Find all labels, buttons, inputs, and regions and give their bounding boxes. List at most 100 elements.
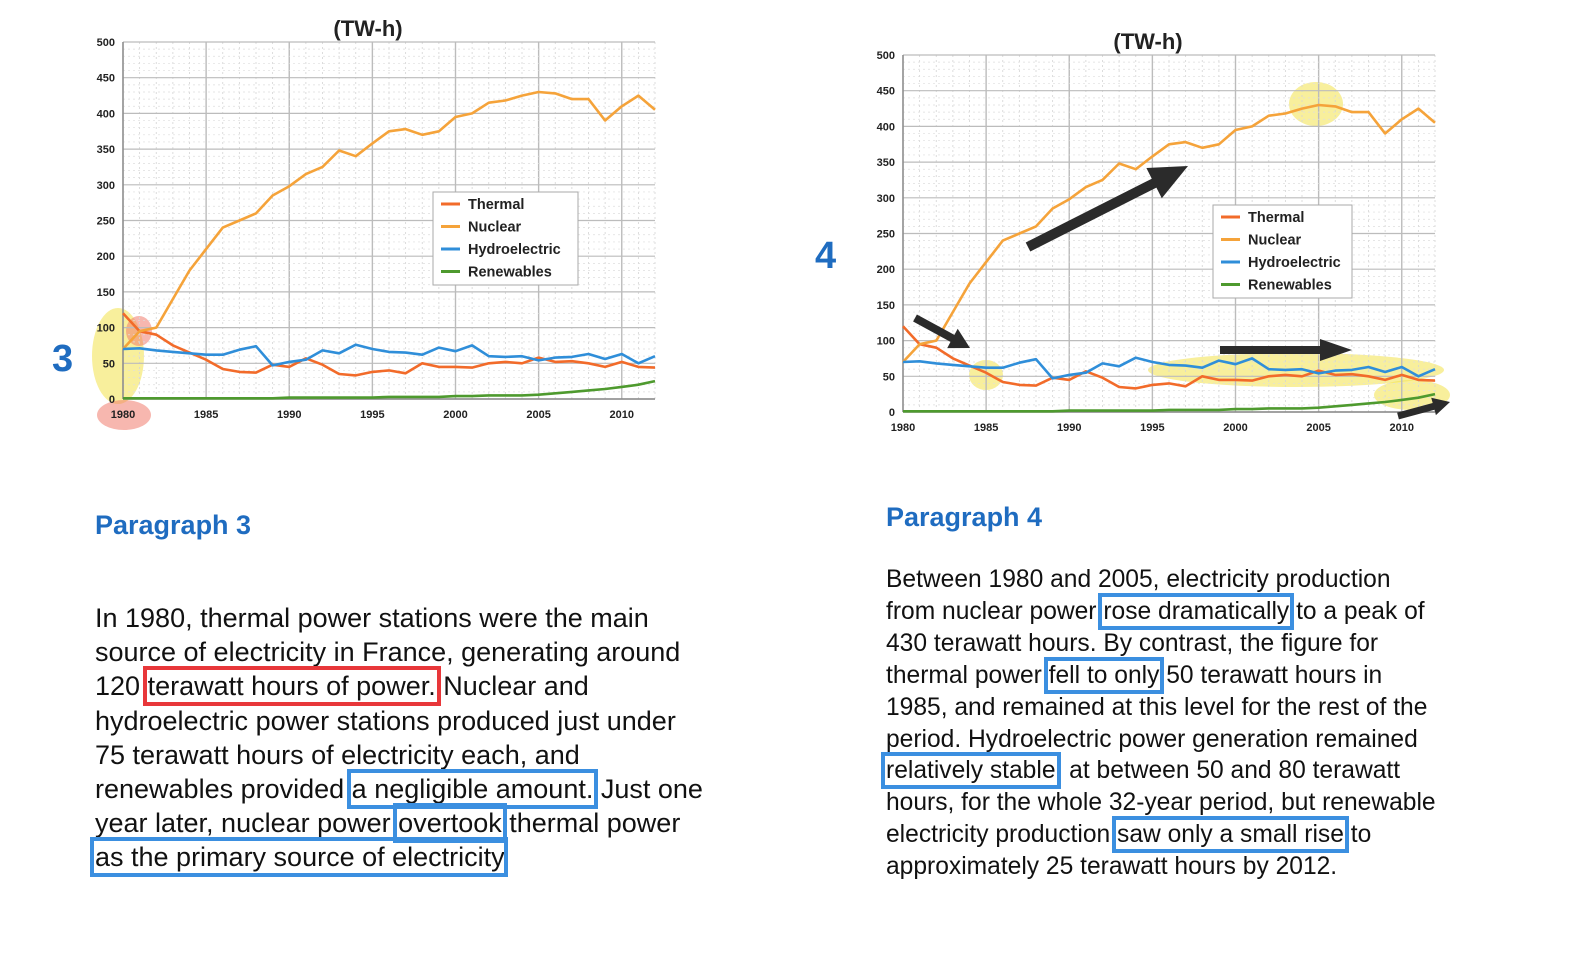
text-segment: hydroelectric power stations produced ju… xyxy=(95,705,676,736)
chart3-legend-label-nuclear: Nuclear xyxy=(468,220,522,236)
chart-4-number: 4 xyxy=(815,235,837,277)
chart4-legend-label-nuclear: Nuclear xyxy=(1248,233,1302,249)
chart3-y-tick-label: 150 xyxy=(97,287,115,299)
chart4-y-tick-label: 100 xyxy=(877,336,895,348)
chart4-y-tick-label: 150 xyxy=(877,300,895,312)
paragraph-line: relatively stable, at between 50 and 80 … xyxy=(881,752,1436,790)
paragraph-3-title: Paragraph 3 xyxy=(95,510,252,540)
chart4-series-renewables xyxy=(903,392,1436,413)
chart-3: (TW-h) 0 50 100 150 200 250 300 350 400 450 500 1980… xyxy=(92,16,656,430)
chart4-y-tick-label: 450 xyxy=(877,86,895,98)
chart4-x-tick-label: 2000 xyxy=(1223,422,1247,434)
chart4-y-tick-label: 50 xyxy=(883,371,895,383)
text-segment: Between 1980 and 2005, electricity produ… xyxy=(886,566,1391,593)
text-segment: Nuclear and xyxy=(435,671,589,702)
chart3-y-tick-label: 400 xyxy=(97,108,115,120)
chart3-y-tick-label: 500 xyxy=(97,37,115,49)
chart4-y-tick-label: 200 xyxy=(877,264,895,276)
chart4-x-tick-label: 2005 xyxy=(1306,422,1330,434)
paragraph-line: 75 terawatt hours of electricity each, a… xyxy=(95,738,703,772)
paragraph-line: In 1980, thermal power stations were the… xyxy=(95,601,703,635)
chart4-x-tick-label: 1985 xyxy=(974,422,998,434)
paragraph-line: electricity production saw only a small … xyxy=(886,816,1436,854)
text-segment: . xyxy=(502,842,511,873)
text-segment: thermal power xyxy=(501,808,681,839)
paragraph-line: renewables provided a negligible amount.… xyxy=(95,769,703,810)
chart4-title: (TW-h) xyxy=(1113,29,1182,54)
text-segment: approximately 25 terawatt hours by 2012. xyxy=(886,853,1338,881)
chart3-legend-label-thermal: Thermal xyxy=(468,197,524,213)
chart4-arrow-icon xyxy=(913,314,970,349)
chart4-y-tick-label: 0 xyxy=(889,407,895,419)
paragraph-line: period. Hydroelectric power generation r… xyxy=(886,724,1436,756)
chart4-series-thermal xyxy=(902,325,1436,390)
chart4-legend-label-renewables: Renewables xyxy=(1248,278,1332,294)
chart3-y-tick-label: 50 xyxy=(103,358,115,370)
highlighted-phrase-blue: as the primary source of electricity xyxy=(90,837,508,878)
text-segment: source of electricity in France, generat… xyxy=(95,637,681,668)
text-segment: 75 terawatt hours of electricity each, a… xyxy=(95,739,580,770)
chart4-y-tick-label: 500 xyxy=(877,50,895,62)
paragraph-line: as the primary source of electricity. xyxy=(90,837,703,878)
chart4-legend-label-hydroelectric: Hydroelectric xyxy=(1248,255,1341,271)
chart3-title: (TW-h) xyxy=(333,16,402,41)
text-segment: to a peak of xyxy=(1289,597,1425,625)
highlighted-phrase-blue: a negligible amount. xyxy=(346,769,599,810)
chart3-series-hydroelectric xyxy=(122,343,656,367)
text-segment: 1985, and remained at this level for the… xyxy=(886,693,1428,721)
chart4-highlight-blob xyxy=(1374,380,1450,410)
chart3-x-tick-label: 1995 xyxy=(360,409,384,421)
paragraph-line: 120 terawatt hours of power. Nuclear and xyxy=(95,666,703,707)
chart4-y-tick-label: 400 xyxy=(877,121,895,133)
chart3-x-tick-label: 2010 xyxy=(610,409,634,421)
highlighted-phrase-blue: relatively stable xyxy=(881,752,1061,790)
text-segment: 430 terawatt hours. By contrast, the fig… xyxy=(886,629,1379,657)
chart4-y-tick-label: 300 xyxy=(877,193,895,205)
chart3-series-renewables xyxy=(123,379,656,400)
chart3-y-tick-label: 100 xyxy=(97,323,115,335)
paragraph-line: 430 terawatt hours. By contrast, the fig… xyxy=(886,628,1436,660)
text-segment: 120 xyxy=(95,671,148,702)
paragraph-3-text: In 1980, thermal power stations were the… xyxy=(90,601,703,878)
chart4-series-hydroelectric xyxy=(902,356,1436,380)
chart3-y-tick-label: 0 xyxy=(109,394,115,406)
chart4-y-tick-label: 350 xyxy=(877,157,895,169)
text-segment: renewables provided xyxy=(95,774,352,805)
chart4-y-tick-label: 250 xyxy=(877,229,895,241)
highlighted-phrase-red: terawatt hours of power. xyxy=(142,666,441,707)
paragraph-line: from nuclear power rose dramatically to … xyxy=(886,592,1436,630)
chart3-x-tick-label: 1980 xyxy=(111,409,135,421)
chart3-legend xyxy=(432,191,579,286)
text-segment: thermal power xyxy=(886,661,1049,689)
chart4-x-tick-label: 1995 xyxy=(1140,422,1164,434)
text-segment: from nuclear power xyxy=(886,597,1104,625)
chart4-legend xyxy=(1212,204,1353,299)
text-segment: electricity production xyxy=(886,821,1118,849)
chart4-highlight-blob xyxy=(1289,82,1343,126)
highlighted-phrase-blue: fell to only xyxy=(1043,656,1165,694)
chart4-x-tick-label: 1990 xyxy=(1057,422,1081,434)
paragraph-line: thermal power fell to only 50 terawatt h… xyxy=(886,656,1436,694)
chart4-arrow-icon xyxy=(1220,339,1352,361)
chart4-x-tick-label: 2010 xyxy=(1390,422,1414,434)
text-segment: hours, for the whole 32-year period, but… xyxy=(886,789,1436,817)
chart-3-number: 3 xyxy=(52,338,74,380)
paragraph-line: Between 1980 and 2005, electricity produ… xyxy=(886,564,1436,596)
chart3-y-tick-label: 250 xyxy=(97,216,115,228)
highlighted-phrase-blue: rose dramatically xyxy=(1098,592,1295,630)
chart3-legend-label-hydroelectric: Hydroelectric xyxy=(468,242,561,258)
paragraph-4-text: Between 1980 and 2005, electricity produ… xyxy=(881,564,1436,883)
chart4-series-nuclear xyxy=(902,103,1436,363)
highlighted-phrase-blue: saw only a small rise xyxy=(1112,816,1349,854)
chart3-series-nuclear xyxy=(122,90,656,350)
text-segment: , at between 50 and 80 terawatt xyxy=(1055,757,1401,785)
chart3-x-tick-label: 2005 xyxy=(526,409,550,421)
chart4-arrow-icon xyxy=(1025,166,1188,252)
chart3-x-tick-label: 1990 xyxy=(277,409,301,421)
text-segment: 50 terawatt hours in xyxy=(1159,661,1383,689)
paragraph-line: approximately 25 terawatt hours by 2012. xyxy=(886,851,1436,883)
highlighted-phrase-blue: overtook xyxy=(393,803,507,844)
chart3-y-tick-label: 300 xyxy=(97,180,115,192)
chart4-x-tick-label: 1980 xyxy=(891,422,915,434)
chart3-legend-label-renewables: Renewables xyxy=(468,265,552,281)
